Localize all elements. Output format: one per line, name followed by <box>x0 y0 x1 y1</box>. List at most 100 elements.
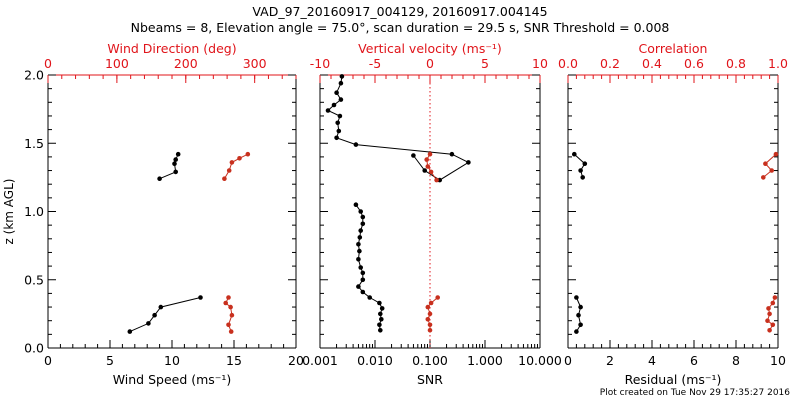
top-tick-label: 0.6 <box>684 56 704 71</box>
data-point <box>360 270 366 276</box>
x-tick-label: 0.010 <box>357 353 393 368</box>
data-point <box>377 322 382 328</box>
data-point <box>360 277 366 283</box>
data-point <box>379 317 384 322</box>
data-point <box>336 128 342 134</box>
data-point <box>422 168 428 173</box>
x-tick-label: 0 <box>564 353 572 368</box>
figure-title-line2: Nbeams = 8, Elevation angle = 75.0°, sca… <box>131 20 670 35</box>
data-point <box>582 161 588 166</box>
series-bottom-axis <box>127 151 203 334</box>
data-point <box>358 265 364 270</box>
panel-wind: 0.0 0.5 1.0 1.5 2.0 z (km AGL) 0 5 10 15 20 Wind Sp… <box>2 41 304 387</box>
top-axis-label: Correlation <box>639 41 708 56</box>
data-point <box>172 161 177 166</box>
data-point <box>353 202 359 207</box>
y-tick-label: 1.5 <box>24 136 44 151</box>
data-point <box>578 304 583 310</box>
x-tick-label: 10 <box>770 353 786 368</box>
x-tick-label: 20 <box>288 353 304 368</box>
data-point <box>576 312 581 318</box>
data-point <box>237 156 242 161</box>
data-point <box>331 102 337 108</box>
x-tick-label: 10 <box>164 353 180 368</box>
data-point <box>245 151 251 157</box>
series-line <box>223 153 249 179</box>
x-axis-label: Wind Speed (ms⁻¹) <box>113 372 232 387</box>
y-axis-label: z (km AGL) <box>2 179 16 245</box>
series-top-axis <box>222 151 251 334</box>
data-point <box>578 322 583 328</box>
top-tick-label: 5 <box>481 56 489 71</box>
data-point <box>357 248 362 254</box>
data-point <box>378 311 383 317</box>
data-point <box>434 177 439 183</box>
data-point <box>367 295 373 300</box>
series-line <box>573 153 586 178</box>
data-point <box>379 306 385 311</box>
data-point <box>335 120 341 126</box>
data-point <box>772 295 778 300</box>
data-point <box>173 157 178 162</box>
top-tick-label: 100 <box>105 56 129 71</box>
data-point <box>223 300 228 306</box>
data-point <box>769 168 774 173</box>
data-point <box>226 322 231 328</box>
x-tick-label: 2 <box>606 353 614 368</box>
y-tick-label: 1.0 <box>24 204 44 219</box>
top-axis-label: Vertical velocity (ms⁻¹) <box>358 41 502 56</box>
data-point <box>466 160 471 165</box>
x-axis-label: Residual (ms⁻¹) <box>625 372 722 387</box>
data-point <box>360 214 366 220</box>
data-point <box>427 322 433 328</box>
top-tick-label: 0 <box>44 56 52 71</box>
data-point <box>356 284 361 289</box>
data-point <box>425 317 431 322</box>
data-point <box>425 304 431 310</box>
figure-title-line1: VAD_97_20160917_004129, 20160917.004145 <box>252 4 547 19</box>
data-point <box>360 221 366 227</box>
data-point <box>574 295 579 300</box>
x-axis-label: SNR <box>417 372 443 387</box>
series-bottom-axis <box>325 74 471 333</box>
top-tick-label: 300 <box>243 56 267 71</box>
series-line <box>129 297 201 333</box>
data-point <box>339 74 345 79</box>
top-tick-label: 0.2 <box>600 56 620 71</box>
data-point <box>226 295 231 300</box>
data-point <box>763 161 768 166</box>
data-point <box>356 242 361 247</box>
data-point <box>334 90 339 95</box>
data-point <box>761 175 766 180</box>
top-tick-label: 200 <box>174 56 198 71</box>
data-point <box>580 175 585 180</box>
series-line <box>762 153 777 178</box>
data-point <box>425 164 431 169</box>
top-tick-label: -10 <box>310 56 330 71</box>
x-tick-label: 1.000 <box>467 353 503 368</box>
data-point <box>152 312 157 318</box>
data-point <box>427 151 433 157</box>
top-tick-label: 10 <box>532 56 548 71</box>
x-tick-label: 5 <box>106 353 114 368</box>
data-point <box>377 300 382 306</box>
data-point <box>427 311 433 317</box>
series-top-axis <box>424 151 441 333</box>
data-point <box>226 168 232 173</box>
x-tick-label: 10.000 <box>518 353 562 368</box>
data-point <box>572 151 577 157</box>
data-point <box>127 329 133 334</box>
x-tick-label: 0.100 <box>412 353 448 368</box>
series-line <box>327 76 470 181</box>
data-point <box>158 304 164 310</box>
data-point <box>378 328 383 333</box>
panel-vertical: 0.001 0.010 0.100 1.000 10.000 SNR -10 -5 0 5 10 Ve… <box>302 41 562 387</box>
top-tick-label: 0.4 <box>642 56 662 71</box>
top-tick-label: 0.0 <box>558 56 578 71</box>
data-point <box>228 304 233 310</box>
data-point <box>353 142 359 147</box>
data-point <box>767 328 772 333</box>
x-tick-label: 6 <box>690 353 698 368</box>
series-top-axis <box>761 151 779 333</box>
